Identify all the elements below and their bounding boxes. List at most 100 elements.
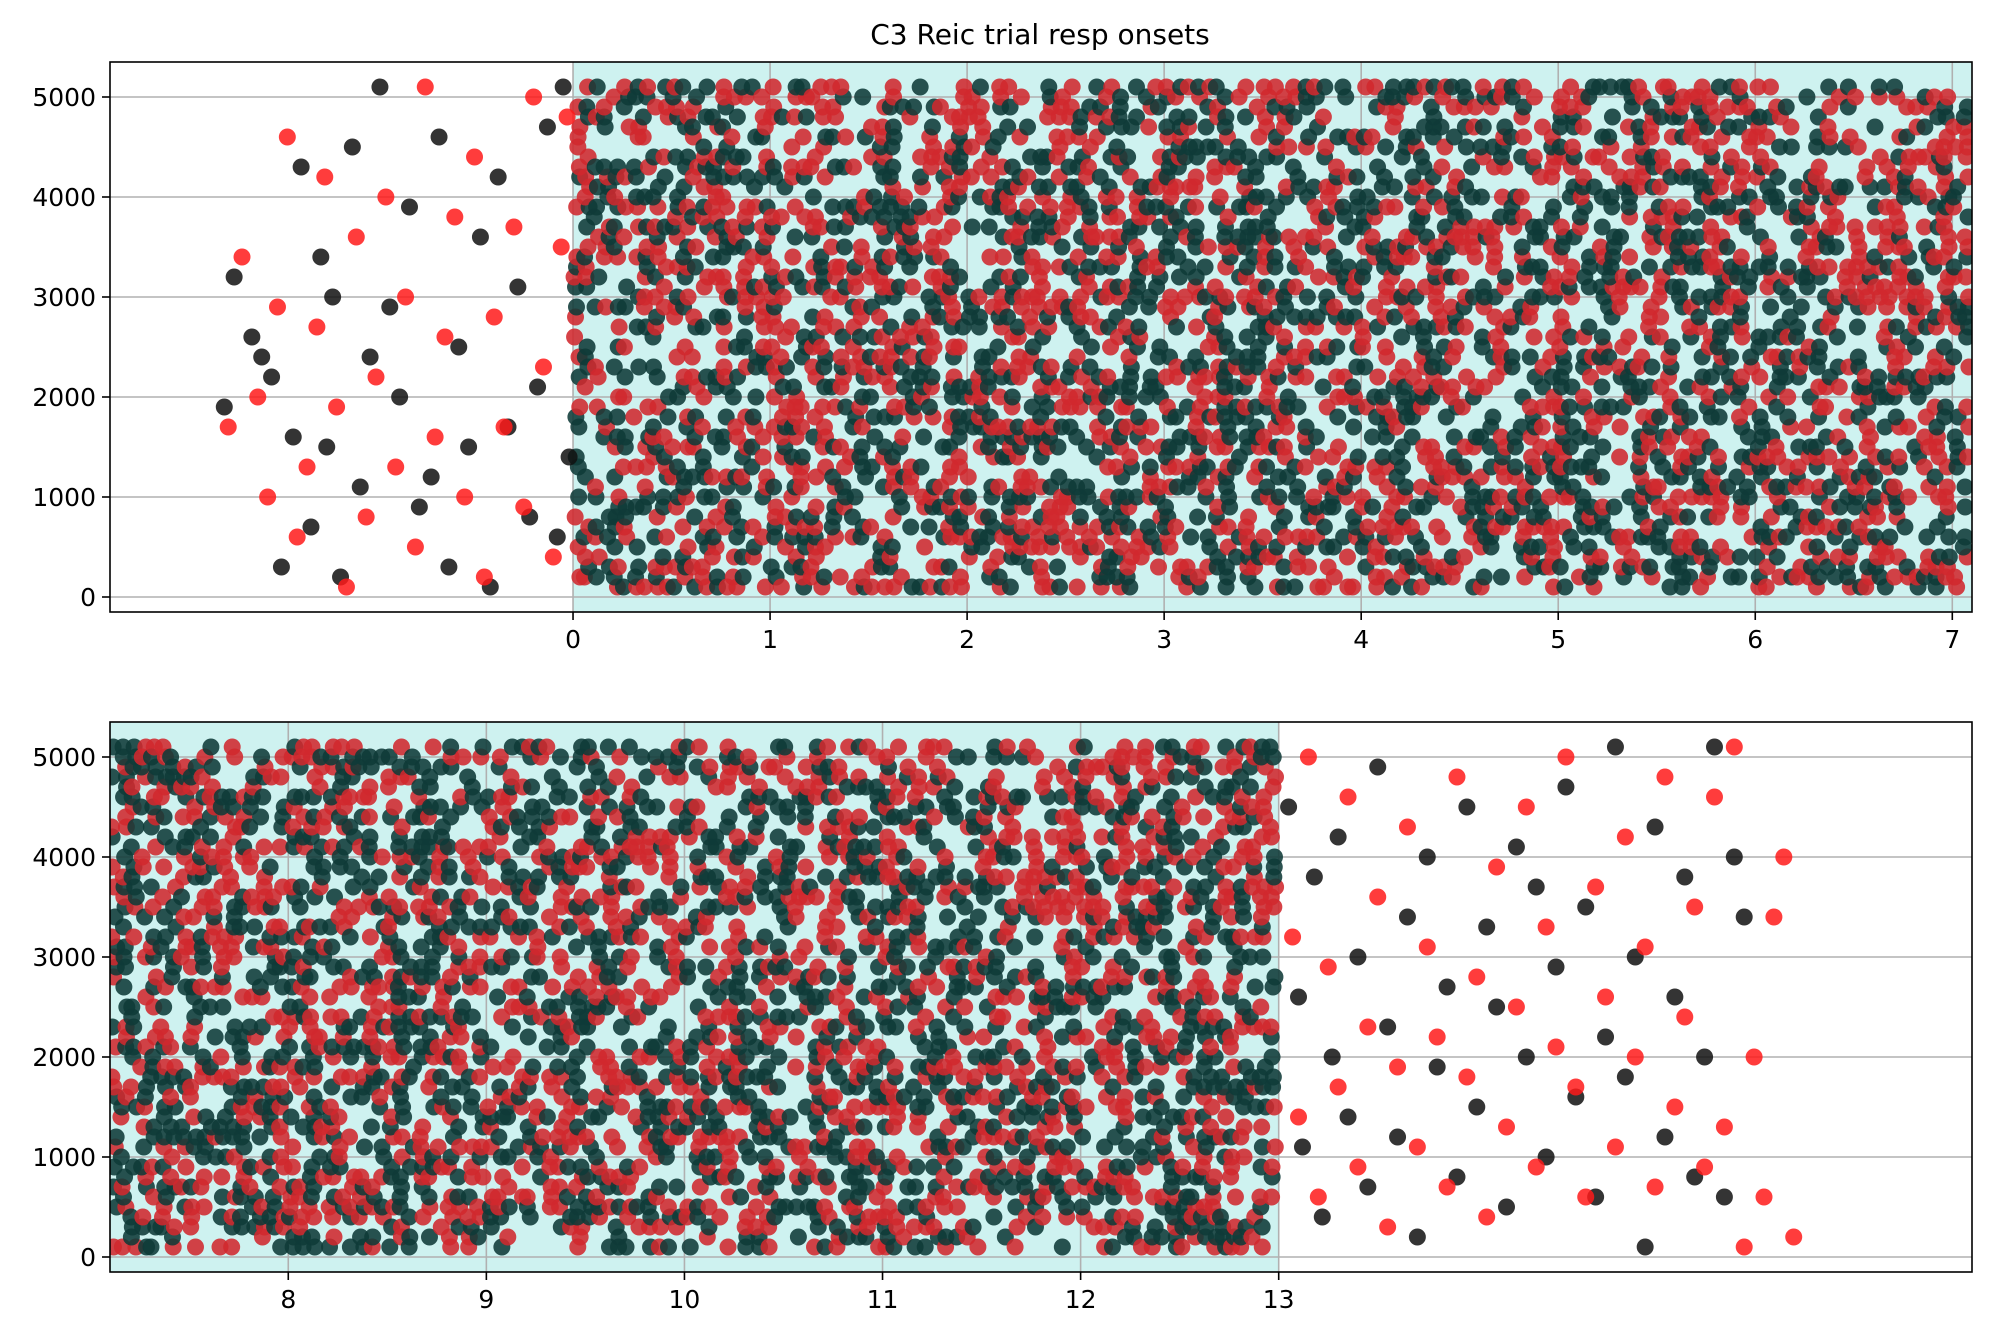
data-point xyxy=(980,368,998,386)
data-point xyxy=(911,78,929,96)
data-point xyxy=(884,78,902,96)
data-point xyxy=(110,818,121,836)
data-point xyxy=(293,788,311,806)
data-point xyxy=(416,78,434,96)
data-point xyxy=(1455,458,1473,476)
data-point xyxy=(1866,468,1884,486)
data-point xyxy=(432,1088,450,1106)
data-point xyxy=(823,128,841,146)
data-point xyxy=(1276,528,1294,546)
data-point xyxy=(635,578,653,596)
data-point xyxy=(1533,418,1551,436)
data-point xyxy=(1474,278,1492,296)
data-point xyxy=(1297,258,1315,276)
data-point xyxy=(1296,458,1314,476)
data-point xyxy=(213,1168,231,1186)
data-point xyxy=(697,958,715,976)
data-point xyxy=(1958,98,1972,116)
data-point xyxy=(1593,218,1611,236)
data-point xyxy=(894,428,912,446)
data-point xyxy=(1474,118,1492,136)
data-point xyxy=(689,848,707,866)
data-point xyxy=(1080,158,1098,176)
data-point xyxy=(1167,408,1185,426)
data-point xyxy=(1338,548,1356,566)
data-point xyxy=(1240,508,1258,526)
data-point xyxy=(1663,338,1681,356)
data-point xyxy=(1335,528,1353,546)
data-point xyxy=(1385,178,1403,196)
data-point xyxy=(1690,228,1708,246)
data-point xyxy=(625,408,643,426)
data-point xyxy=(1820,258,1838,276)
data-point xyxy=(1551,138,1569,156)
data-point xyxy=(1325,298,1343,316)
data-point xyxy=(246,918,264,936)
data-point xyxy=(480,808,498,826)
data-point xyxy=(659,408,677,426)
data-point xyxy=(1946,138,1964,156)
data-point xyxy=(638,768,656,786)
data-point xyxy=(241,1178,259,1196)
data-point xyxy=(1836,178,1854,196)
data-point xyxy=(1139,518,1157,536)
data-point xyxy=(1404,168,1422,186)
data-point xyxy=(1602,398,1620,416)
data-point xyxy=(1779,288,1797,306)
data-point xyxy=(430,128,448,146)
data-point xyxy=(706,1148,724,1166)
data-point xyxy=(1369,368,1387,386)
data-point xyxy=(1187,218,1205,236)
data-point xyxy=(1751,408,1769,426)
data-point xyxy=(449,1168,467,1186)
data-point xyxy=(1890,448,1908,466)
data-point xyxy=(291,898,309,916)
data-point xyxy=(1681,568,1699,586)
data-point xyxy=(1939,88,1957,106)
data-point xyxy=(655,148,673,166)
data-point xyxy=(807,498,825,516)
data-point xyxy=(1619,528,1637,546)
data-point xyxy=(469,1228,487,1246)
data-point xyxy=(211,1238,229,1256)
data-point xyxy=(700,1198,718,1216)
data-point xyxy=(1531,288,1549,306)
data-point xyxy=(999,308,1017,326)
data-point xyxy=(1895,238,1913,256)
data-point xyxy=(1718,548,1736,566)
data-point xyxy=(1040,78,1058,96)
data-point xyxy=(812,248,830,266)
data-point xyxy=(1789,318,1807,336)
data-point xyxy=(1612,228,1630,246)
data-point xyxy=(1255,298,1273,316)
data-point xyxy=(361,828,379,846)
data-point xyxy=(475,568,493,586)
data-point xyxy=(1107,458,1125,476)
data-point xyxy=(203,758,221,776)
data-point xyxy=(1733,158,1751,176)
data-point xyxy=(902,518,920,536)
data-point xyxy=(608,768,626,786)
data-point xyxy=(474,738,492,756)
data-point xyxy=(450,1048,468,1066)
data-point xyxy=(1437,488,1455,506)
data-point xyxy=(646,528,664,546)
data-point xyxy=(1551,558,1569,576)
data-point xyxy=(883,538,901,556)
data-point xyxy=(361,928,379,946)
data-point xyxy=(1826,568,1844,586)
data-point xyxy=(1759,328,1777,346)
data-point xyxy=(1836,438,1854,456)
data-point xyxy=(687,238,705,256)
data-point xyxy=(746,198,764,216)
data-point xyxy=(612,1018,630,1036)
data-point xyxy=(1475,568,1493,586)
data-point xyxy=(387,458,405,476)
data-point xyxy=(459,768,477,786)
data-point xyxy=(1556,578,1574,596)
data-point xyxy=(724,498,742,516)
data-point xyxy=(1849,348,1867,366)
data-point xyxy=(617,198,635,216)
data-point xyxy=(1531,258,1549,276)
data-point xyxy=(578,858,596,876)
